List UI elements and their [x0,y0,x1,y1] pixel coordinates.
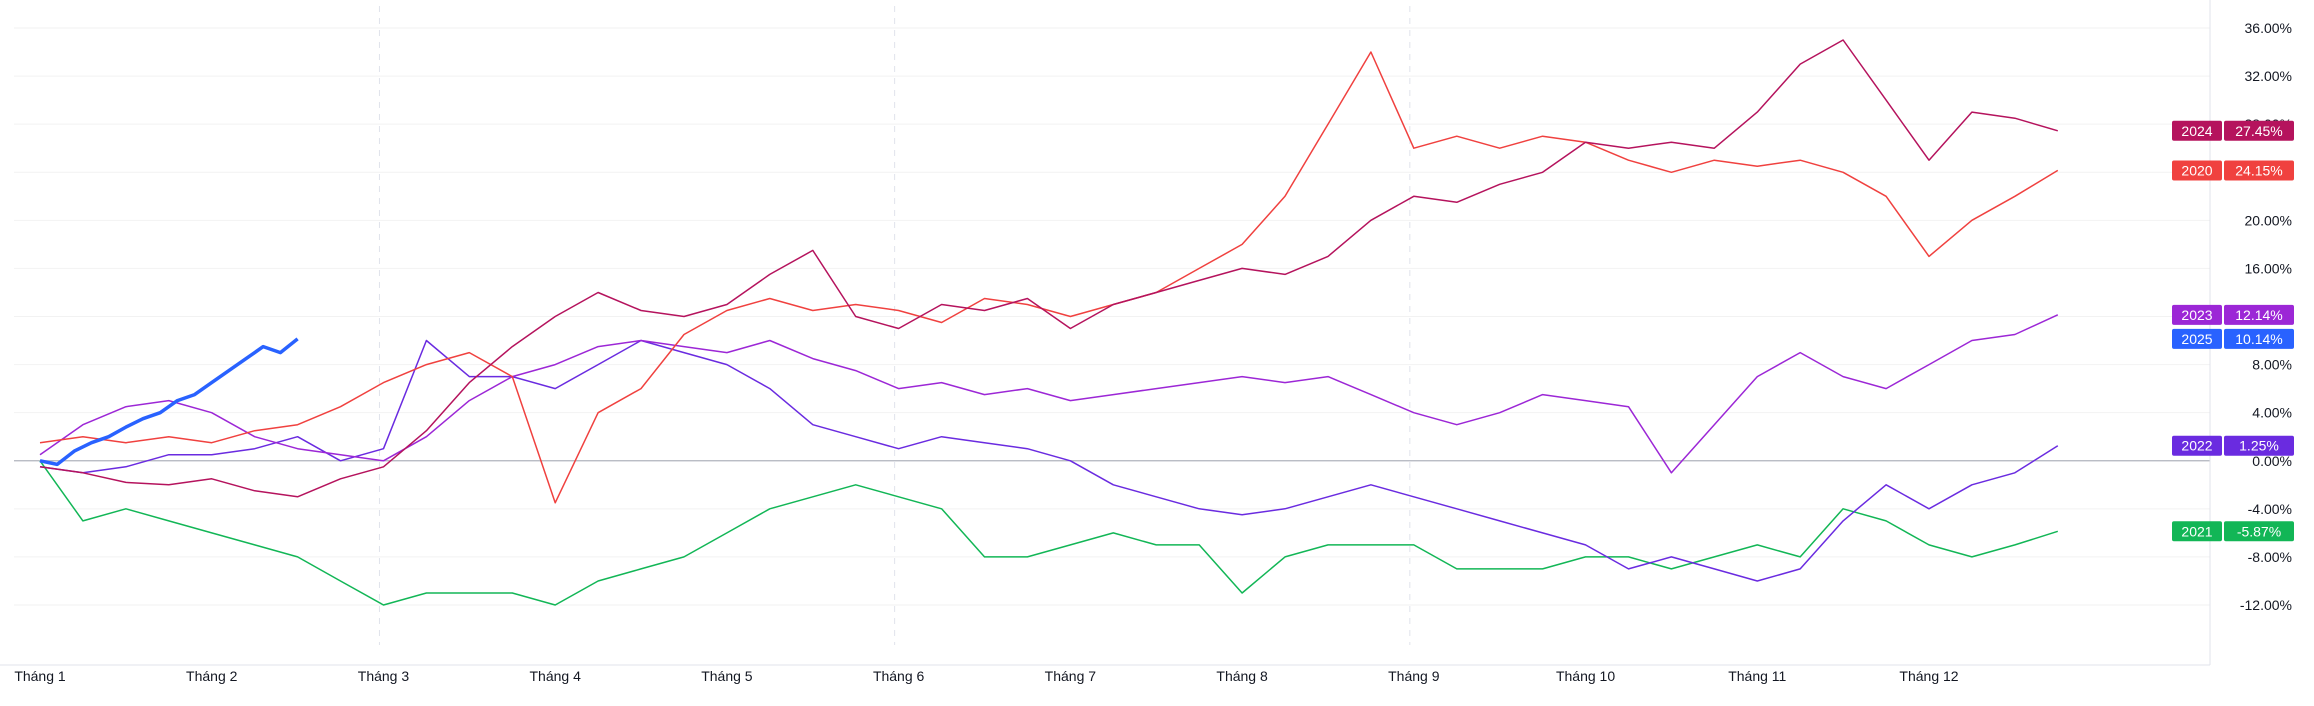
x-tick-label: Tháng 7 [1045,668,1097,684]
series-tag-2020: 2020 24.15% [2172,160,2294,181]
x-tick-label: Tháng 3 [358,668,410,684]
series-tag-value-bg [2224,435,2294,456]
series-tag-value-bg [2224,328,2294,349]
series-tag-value-bg [2224,120,2294,141]
series-line-2025 [39,337,299,467]
series-tag-year-bg [2172,160,2222,181]
series-tag-year: 2023 [2181,307,2212,323]
y-tick-label: 8.00% [2252,357,2292,373]
series-tag-value: 10.14% [2235,331,2282,347]
x-tick-label: Tháng 11 [1728,668,1786,684]
series-tag-year: 2025 [2181,331,2212,347]
y-tick-label: -8.00% [2248,549,2292,565]
x-tick-label: Tháng 2 [186,668,238,684]
x-tick-label: Tháng 9 [1388,668,1440,684]
x-tick-label: Tháng 5 [701,668,753,684]
series-tag-year-bg [2172,521,2222,542]
series-tag-year: 2022 [2181,438,2212,454]
series-tag-year-bg [2172,120,2222,141]
series-line-2023 [39,314,2059,474]
x-tick-label: Tháng 4 [529,668,581,684]
y-tick-label: 36.00% [2245,20,2292,36]
series-tag-year: 2020 [2181,162,2212,178]
x-tick-label: Tháng 12 [1899,668,1958,684]
series-tag-2024: 2024 27.45% [2172,120,2294,141]
series-tag-value-bg [2224,160,2294,181]
y-tick-label: -4.00% [2248,501,2292,517]
series-tag-value-bg [2224,521,2294,542]
series-tag-year: 2024 [2181,123,2212,139]
series-tag-2021: 2021 -5.87% [2172,521,2294,542]
x-tick-label: Tháng 8 [1216,668,1268,684]
y-tick-label: 0.00% [2252,453,2292,469]
series-tag-2022: 2022 1.25% [2172,435,2294,456]
series-tag-value: -5.87% [2237,523,2281,539]
series-tag-2025: 2025 10.14% [2172,328,2294,349]
series-tag-value-bg [2224,304,2294,325]
x-tick-label: Tháng 1 [14,668,66,684]
series-tag-value: 1.25% [2239,438,2279,454]
series-tag-value: 12.14% [2235,307,2282,323]
y-tick-label: 16.00% [2245,260,2292,276]
series-line-2024 [39,39,2059,498]
x-tick-label: Tháng 6 [873,668,925,684]
series-tag-year: 2021 [2181,523,2212,539]
y-tick-label: -12.00% [2240,597,2292,613]
series-tag-value: 24.15% [2235,162,2282,178]
series-tag-year-bg [2172,435,2222,456]
series-line-2022 [39,339,2059,582]
y-tick-label: 32.00% [2245,68,2292,84]
series-line-2020 [39,51,2059,504]
series-tag-value: 27.45% [2235,123,2282,139]
series-tag-year-bg [2172,304,2222,325]
series-tag-2023: 2023 12.14% [2172,304,2294,325]
series-tag-year-bg [2172,328,2222,349]
x-tick-label: Tháng 10 [1556,668,1615,684]
series-line-2021 [39,460,2059,606]
y-tick-label: 4.00% [2252,405,2292,421]
y-tick-label: 20.00% [2245,212,2292,228]
